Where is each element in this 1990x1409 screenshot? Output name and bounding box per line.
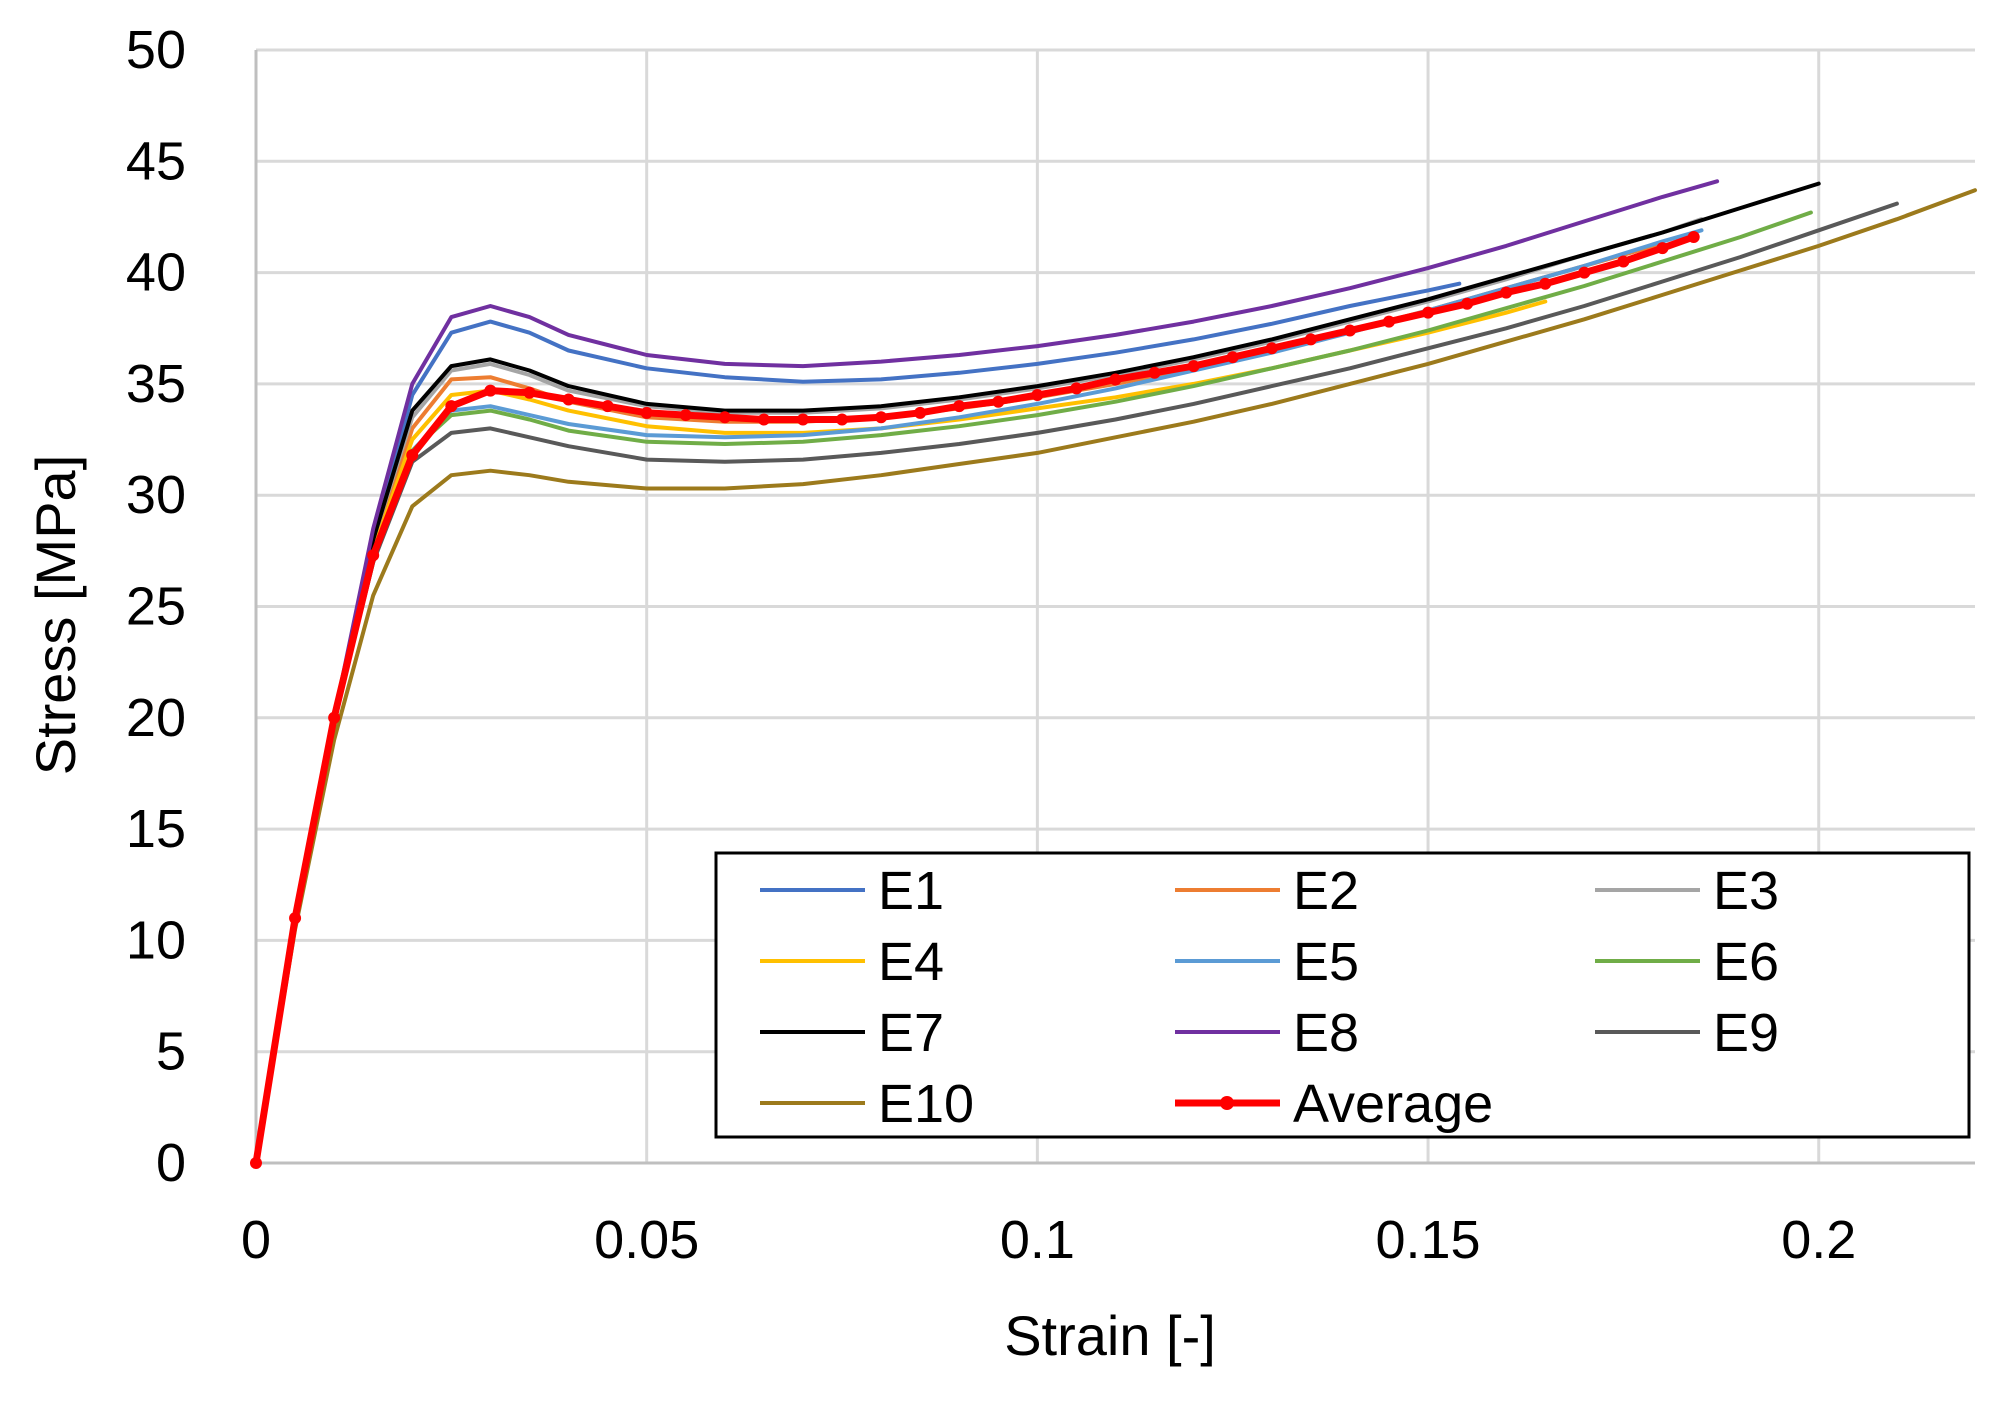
- legend-marker-average: [1220, 1096, 1234, 1110]
- data-point-average: [914, 406, 927, 419]
- data-point-average: [1304, 333, 1317, 346]
- data-point-average: [953, 400, 966, 413]
- data-point-average: [250, 1157, 262, 1169]
- data-point-average: [1187, 360, 1200, 373]
- data-point-average: [1656, 242, 1669, 255]
- y-tick-label: 20: [126, 688, 186, 748]
- data-point-average: [406, 449, 419, 462]
- legend-label-e7: E7: [878, 1003, 944, 1063]
- legend-label-e6: E6: [1713, 932, 1779, 992]
- y-axis-title: Stress [MPa]: [24, 455, 87, 776]
- x-tick-label: 0: [241, 1210, 271, 1270]
- data-point-average: [289, 912, 302, 925]
- y-tick-label: 35: [126, 354, 186, 414]
- x-tick-label: 0.1: [1000, 1210, 1075, 1270]
- legend-label-e3: E3: [1713, 861, 1779, 921]
- data-point-average: [1148, 366, 1161, 379]
- data-point-average: [757, 413, 770, 426]
- y-tick-label: 5: [156, 1022, 186, 1082]
- y-tick-label: 25: [126, 577, 186, 637]
- legend-label-e5: E5: [1293, 932, 1359, 992]
- y-tick-label: 40: [126, 243, 186, 303]
- data-point-average: [1109, 373, 1122, 386]
- data-point-average: [718, 411, 731, 424]
- data-point-average: [1461, 297, 1474, 310]
- axes: [254, 50, 1975, 1165]
- data-point-average: [796, 413, 809, 426]
- data-point-average: [1539, 277, 1552, 290]
- data-point-average: [679, 409, 692, 422]
- legend-label-e9: E9: [1713, 1003, 1779, 1063]
- data-point-average: [836, 413, 849, 426]
- y-tick-label: 45: [126, 131, 186, 191]
- legend-label-e1: E1: [878, 861, 944, 921]
- x-axis-title: Strain [-]: [1004, 1304, 1216, 1367]
- legend: E1 E2 E3 E4 E5 E6 E7 E8 E9 E10 Average: [714, 851, 1971, 1139]
- series-line-e9: [254, 201, 1899, 1165]
- x-tick-label: 0.2: [1781, 1210, 1856, 1270]
- data-point-average: [1070, 382, 1083, 395]
- legend-box: [714, 851, 1971, 1139]
- data-point-average: [562, 393, 575, 406]
- y-tick-label: 50: [126, 20, 186, 80]
- data-point-average: [1343, 324, 1356, 337]
- series-line-e8: [254, 179, 1720, 1165]
- legend-label-average: Average: [1293, 1074, 1493, 1134]
- data-point-average: [1578, 266, 1591, 279]
- data-point-average: [484, 384, 497, 397]
- y-tick-label: 10: [126, 910, 186, 970]
- data-point-average: [1031, 389, 1044, 402]
- series-line-average: [252, 233, 1698, 1167]
- legend-label-e8: E8: [1293, 1003, 1359, 1063]
- data-point-average: [992, 395, 1005, 408]
- data-point-average: [1500, 286, 1513, 299]
- x-tick-label: 0.15: [1375, 1210, 1480, 1270]
- legend-label-e10: E10: [878, 1074, 974, 1134]
- y-tick-label: 15: [126, 799, 186, 859]
- data-point-average: [1687, 230, 1700, 243]
- tick-labels: 0 5 10 15 20 25 30 35 40 45 50 0 0.05 0.1 0.15 0.2: [126, 20, 1856, 1270]
- data-point-average: [640, 406, 653, 419]
- y-tick-label: 30: [126, 465, 186, 525]
- data-point-average: [328, 711, 341, 724]
- legend-label-e2: E2: [1293, 861, 1359, 921]
- series-line-e7: [254, 181, 1821, 1165]
- x-tick-label: 0.05: [594, 1210, 699, 1270]
- data-point-average: [1382, 315, 1395, 328]
- data-point-average: [1265, 342, 1278, 355]
- series-lines: [250, 179, 1977, 1169]
- data-point-average: [875, 411, 888, 424]
- data-point-average: [367, 549, 380, 562]
- data-point-average: [1226, 351, 1239, 364]
- data-point-average: [523, 386, 536, 399]
- legend-label-e4: E4: [878, 932, 944, 992]
- series-line-e10: [254, 188, 1977, 1165]
- y-tick-label: 0: [156, 1133, 186, 1193]
- data-point-average: [1617, 255, 1630, 268]
- data-point-average: [1422, 306, 1435, 319]
- data-point-average: [445, 400, 458, 413]
- data-point-average: [601, 400, 614, 413]
